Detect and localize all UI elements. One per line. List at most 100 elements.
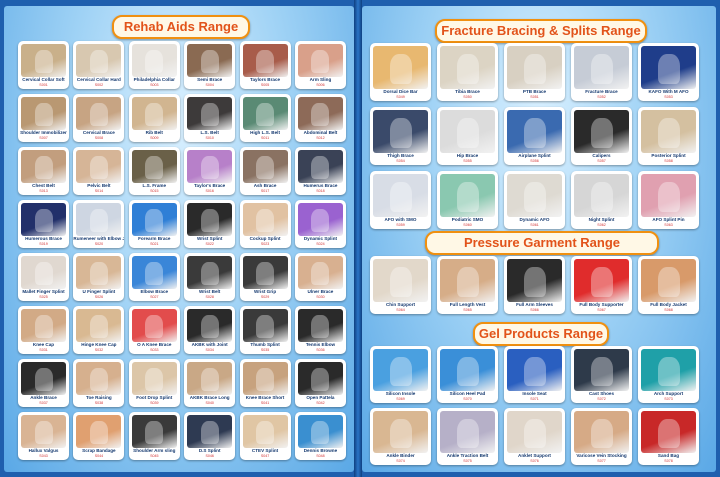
- fracture-bracing-grid: Dorsal Dice Bar S049 Tibia Brace S050 PTB Br…: [370, 43, 700, 229]
- product-name: High L.S. Belt: [250, 130, 280, 135]
- product-name: Knee Cap: [32, 342, 55, 347]
- product-code: S024: [316, 242, 325, 246]
- product-code: S054: [396, 159, 405, 163]
- product-code: S007: [39, 136, 48, 140]
- product-card: Full Arm Sleeves S066: [504, 256, 565, 314]
- product-code: S031: [39, 348, 48, 352]
- product-card: Wrist Belt S028: [184, 253, 236, 301]
- product-photo: [641, 349, 696, 391]
- product-card: AKBK Brace Long S040: [184, 359, 236, 407]
- product-code: S048: [316, 454, 325, 458]
- right-page: Fracture Bracing & Splits Range Dorsal D…: [362, 6, 716, 472]
- product-photo: [641, 46, 696, 89]
- product-photo: [21, 362, 66, 395]
- product-card: Knee Brace Short S041: [239, 359, 291, 407]
- product-card: Cockup Splint S023: [239, 200, 291, 248]
- product-photo: [242, 309, 288, 342]
- product-code: S014: [94, 189, 104, 193]
- product-code: S075: [463, 459, 472, 463]
- pressure-garment-grid: Chin Support S064 Full Length Vest S065 Full…: [370, 256, 700, 316]
- product-name: Wrist Belt: [198, 289, 221, 294]
- product-card: Ankle Traction Belt S075: [437, 408, 498, 465]
- product-code: S016: [205, 189, 214, 193]
- rehab-aids-banner: Rehab Aids Range: [112, 15, 250, 39]
- product-card: Cervical Collar Hard S002: [73, 41, 125, 89]
- product-name: Cockup Splint: [249, 236, 281, 241]
- product-name: Fracture Brace: [585, 89, 618, 94]
- product-photo: [242, 203, 288, 236]
- product-photo: [76, 309, 122, 342]
- product-name: PTB Brace: [522, 89, 547, 94]
- product-name: Ankle Binder: [386, 453, 415, 458]
- product-name: Dynamic AFO: [519, 217, 550, 222]
- product-code: S041: [260, 401, 270, 405]
- product-card: PTB Brace S051: [504, 43, 565, 101]
- product-card: Thigh Brace S054: [370, 107, 431, 165]
- product-code: S035: [260, 348, 270, 352]
- product-photo: [373, 174, 428, 217]
- product-name: Open Pattela: [306, 395, 335, 400]
- product-name: Semi Brace: [197, 77, 223, 82]
- product-name: Insole Seat: [522, 391, 547, 396]
- product-card: Tennis Elbow S036: [294, 306, 346, 354]
- product-name: KAFO With M AFO: [648, 89, 689, 94]
- product-code: S036: [316, 348, 325, 352]
- product-card: Scrap Bandage S044: [73, 412, 125, 460]
- product-code: S050: [463, 95, 472, 99]
- product-card: Open Pattela S042: [294, 359, 346, 407]
- product-code: S025: [39, 295, 48, 299]
- product-card: Semi Brace S004: [184, 41, 236, 89]
- product-card: Mallet Finger Splint S025: [18, 253, 69, 301]
- product-photo: [187, 44, 233, 77]
- product-code: S042: [316, 401, 325, 405]
- product-code: S072: [597, 397, 606, 401]
- product-card: Full Body Jacket S068: [638, 256, 699, 314]
- product-code: S005: [260, 83, 270, 87]
- product-code: S047: [260, 454, 270, 458]
- product-code: S063: [664, 223, 673, 227]
- product-code: S006: [316, 83, 325, 87]
- product-name: Shoulder Immobilizer: [20, 130, 67, 135]
- product-name: Pelvic Belt: [87, 183, 111, 188]
- product-card: Full Body Supporter S067: [571, 256, 632, 314]
- product-code: S076: [530, 459, 539, 463]
- product-photo: [440, 46, 495, 89]
- product-code: S002: [94, 83, 104, 87]
- product-card: D.S Splint S046: [184, 412, 236, 460]
- product-card: Taylor's Brace S016: [184, 147, 236, 195]
- product-code: S065: [463, 308, 472, 312]
- product-code: S020: [94, 242, 104, 246]
- product-code: S066: [530, 308, 539, 312]
- product-code: S030: [316, 295, 325, 299]
- product-photo: [242, 97, 288, 130]
- product-photo: [21, 150, 66, 183]
- product-photo: [297, 44, 343, 77]
- product-name: Toe Raising: [86, 395, 112, 400]
- product-card: Wrist Grip S029: [239, 253, 291, 301]
- product-photo: [76, 97, 122, 130]
- product-photo: [373, 110, 428, 153]
- product-photo: [574, 174, 629, 217]
- product-photo: [440, 110, 495, 153]
- product-code: S029: [260, 295, 270, 299]
- product-code: S012: [316, 136, 325, 140]
- product-card: Taylors Brace S005: [239, 41, 291, 89]
- product-name: Calipers: [592, 153, 611, 158]
- product-name: Chin Support: [385, 302, 416, 307]
- product-card: High L.S. Belt S011: [239, 94, 291, 142]
- product-card: Ankle Brace S037: [18, 359, 69, 407]
- product-card: Philadelphia Collar S003: [128, 41, 180, 89]
- product-code: S045: [150, 454, 159, 458]
- product-card: Forearm Brace S021: [128, 200, 180, 248]
- product-photo: [297, 150, 343, 183]
- product-card: Shoulder Immobilizer S007: [18, 94, 69, 142]
- product-code: S011: [260, 136, 270, 140]
- product-name: O A Knee Brace: [137, 342, 172, 347]
- product-photo: [76, 203, 122, 236]
- gel-products-banner: Gel Products Range: [473, 322, 609, 346]
- product-card: U Finger Splint S026: [73, 253, 125, 301]
- product-card: Knee Cap S031: [18, 306, 69, 354]
- product-photo: [507, 46, 562, 89]
- product-card: Hallux Valgus S043: [18, 412, 69, 460]
- product-photo: [440, 349, 495, 391]
